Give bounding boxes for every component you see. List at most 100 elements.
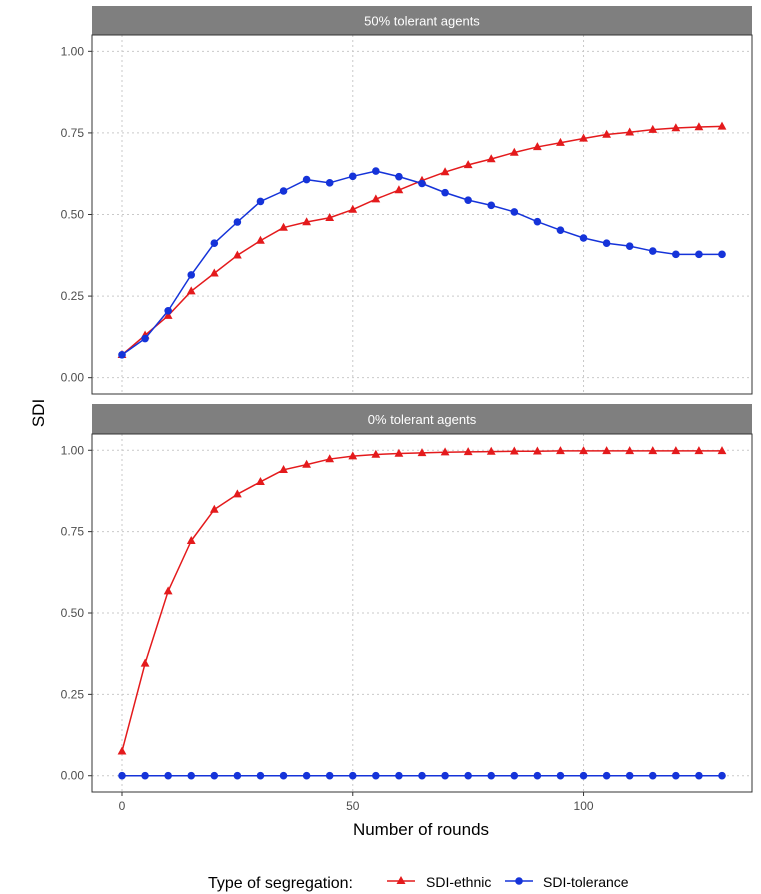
data-point-sdi-ethnic [348, 204, 358, 213]
data-point-sdi-ethnic [602, 446, 612, 455]
strip-label: 0% tolerant agents [368, 412, 477, 427]
data-point-sdi-tolerance [648, 771, 657, 780]
data-point-sdi-tolerance [164, 306, 172, 315]
data-point-sdi-tolerance [348, 771, 357, 780]
data-point-sdi-ethnic [579, 446, 588, 455]
data-point-sdi-ethnic [532, 142, 542, 151]
y-tick-label: 0.75 [61, 525, 85, 539]
data-point-sdi-ethnic [209, 504, 219, 513]
data-point-sdi-tolerance [533, 771, 542, 780]
data-point-sdi-tolerance [256, 197, 265, 206]
data-point-sdi-tolerance [233, 218, 242, 226]
data-point-sdi-ethnic [694, 446, 704, 455]
data-point-sdi-ethnic [440, 167, 450, 176]
data-point-sdi-ethnic [256, 477, 265, 486]
data-point-sdi-ethnic [348, 451, 358, 460]
data-point-sdi-tolerance [164, 771, 172, 780]
strip-background [92, 6, 752, 35]
data-point-sdi-ethnic [140, 658, 150, 667]
data-point-sdi-tolerance [325, 771, 334, 780]
data-point-sdi-tolerance [602, 771, 611, 780]
data-point-sdi-ethnic [509, 147, 519, 156]
y-tick-label: 0.25 [61, 687, 85, 701]
y-tick-label: 1.00 [61, 443, 85, 457]
data-point-sdi-tolerance [210, 771, 219, 780]
y-tick-label: 0.75 [61, 126, 85, 140]
data-point-sdi-tolerance [118, 771, 126, 780]
data-point-sdi-ethnic [602, 129, 612, 138]
data-point-sdi-ethnic [625, 127, 635, 136]
data-point-sdi-ethnic [371, 449, 381, 458]
data-point-sdi-tolerance [695, 250, 703, 259]
series-line-sdi-ethnic [121, 450, 722, 752]
data-point-sdi-tolerance [602, 239, 611, 248]
y-tick-label: 0.00 [61, 371, 85, 385]
data-point-sdi-ethnic [232, 489, 242, 498]
data-point-sdi-ethnic [694, 122, 704, 131]
data-point-sdi-tolerance [510, 208, 519, 216]
data-point-sdi-ethnic [717, 446, 727, 455]
data-point-sdi-ethnic [394, 185, 404, 194]
data-point-sdi-tolerance [418, 179, 426, 188]
legend-label-sdi-ethnic: SDI-ethnic [426, 874, 491, 890]
data-point-sdi-tolerance [556, 771, 565, 780]
data-point-sdi-tolerance [672, 250, 680, 259]
data-point-sdi-tolerance [210, 239, 219, 248]
data-point-sdi-tolerance [510, 771, 519, 780]
data-point-sdi-tolerance [187, 771, 196, 780]
y-tick-label: 0.00 [61, 769, 85, 783]
data-point-sdi-ethnic [117, 746, 127, 755]
data-point-sdi-tolerance [233, 771, 242, 780]
data-point-sdi-tolerance [302, 175, 311, 184]
legend-label-sdi-tolerance: SDI-tolerance [543, 874, 629, 890]
data-point-sdi-ethnic [463, 160, 473, 169]
y-tick-label: 0.50 [61, 606, 85, 620]
data-point-sdi-tolerance [118, 351, 126, 359]
data-point-sdi-ethnic [440, 447, 450, 456]
data-point-sdi-tolerance [418, 771, 426, 780]
legend-item-sdi-ethnic: SDI-ethnic [387, 874, 491, 890]
data-point-sdi-tolerance [718, 771, 726, 780]
data-point-sdi-ethnic [556, 446, 565, 455]
data-point-sdi-ethnic [371, 194, 381, 203]
data-point-sdi-ethnic [648, 446, 658, 455]
y-tick-label: 0.50 [61, 208, 85, 222]
data-point-sdi-tolerance [441, 188, 449, 197]
data-point-sdi-tolerance [625, 771, 634, 780]
series-line-sdi-tolerance [121, 170, 722, 356]
data-point-sdi-tolerance [648, 247, 657, 255]
legend-title: Type of segregation: [208, 875, 353, 892]
data-point-sdi-tolerance [487, 201, 496, 210]
legend-item-sdi-tolerance: SDI-tolerance [505, 874, 629, 890]
data-point-sdi-ethnic [325, 454, 335, 463]
data-point-sdi-tolerance [556, 226, 565, 234]
data-point-sdi-tolerance [372, 167, 380, 175]
legend-key-triangle-icon [396, 876, 406, 884]
data-point-sdi-tolerance [464, 196, 472, 204]
data-point-sdi-tolerance [256, 771, 265, 780]
x-tick-label: 100 [574, 799, 594, 813]
data-point-sdi-ethnic [671, 446, 681, 455]
data-point-sdi-ethnic [232, 250, 242, 259]
data-point-sdi-tolerance [441, 771, 449, 780]
data-point-sdi-tolerance [625, 242, 634, 250]
y-axis-title: SDI [29, 399, 48, 427]
data-point-sdi-ethnic [417, 448, 427, 457]
data-point-sdi-ethnic [717, 121, 727, 130]
facet-panel-2: 0% tolerant agents 0.00 0.25 0.50 0.75 1.00 0 5… [61, 404, 753, 813]
y-tick-label: 0.25 [61, 289, 85, 303]
x-tick-label: 50 [346, 799, 360, 813]
data-point-sdi-tolerance [695, 771, 703, 780]
data-point-sdi-ethnic [325, 212, 335, 221]
data-point-sdi-tolerance [579, 771, 588, 780]
data-point-sdi-ethnic [532, 446, 542, 455]
data-point-sdi-tolerance [325, 179, 334, 187]
data-point-sdi-tolerance [487, 771, 496, 780]
data-point-sdi-tolerance [141, 334, 149, 343]
data-point-sdi-ethnic [302, 217, 312, 226]
data-point-sdi-ethnic [279, 222, 288, 231]
y-tick-label: 1.00 [61, 44, 85, 58]
data-point-sdi-tolerance [348, 172, 357, 181]
data-point-sdi-tolerance [718, 250, 726, 259]
